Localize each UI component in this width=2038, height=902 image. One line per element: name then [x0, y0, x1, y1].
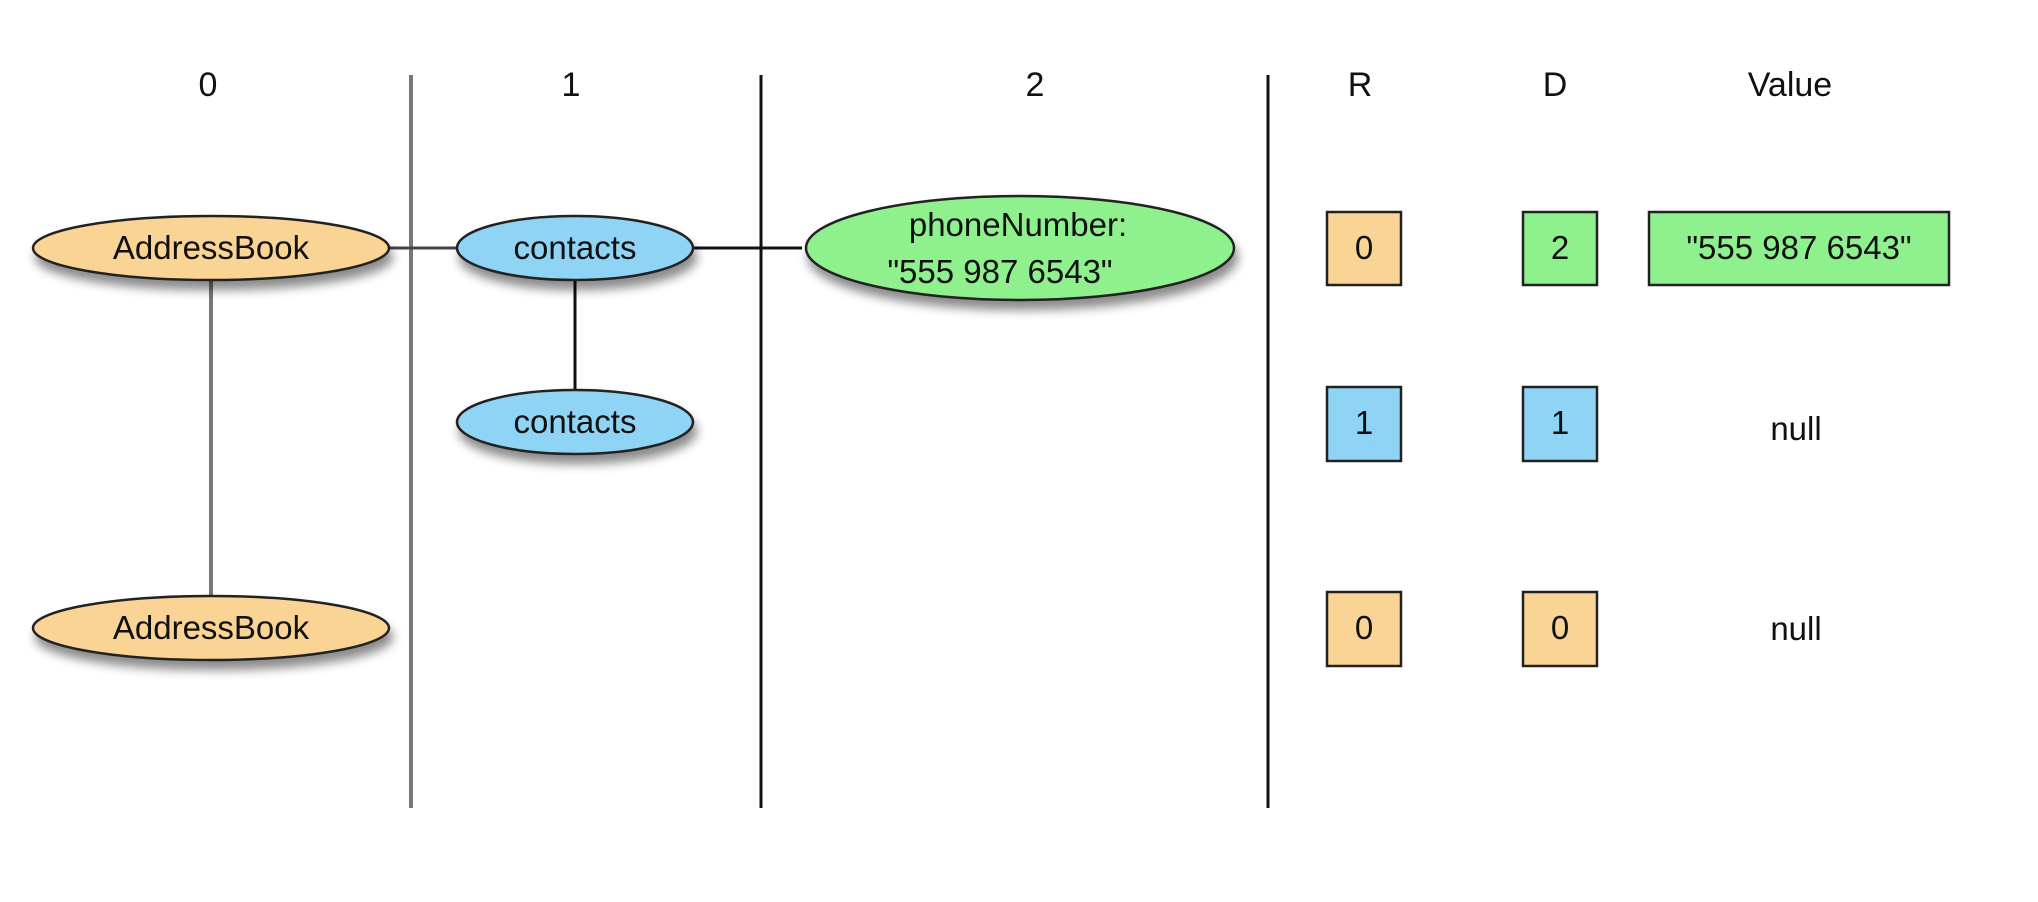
node-addressbook-record2: AddressBook: [31, 594, 391, 662]
node-contacts-a: contacts: [455, 214, 695, 282]
column-header-0: 0: [199, 66, 218, 104]
value-box-row0: [1647, 210, 1951, 287]
d-box-row0: [1521, 210, 1599, 287]
d-box-row2: [1521, 590, 1599, 668]
node-addressbook-record1: AddressBook: [31, 214, 391, 282]
column-header-1: 1: [562, 66, 581, 104]
column-header-d: D: [1543, 66, 1568, 104]
column-header-2: 2: [1026, 66, 1045, 104]
node-addressbook-record1-label: AddressBook: [113, 229, 310, 266]
table-row-2: 0 0 null: [1325, 590, 1822, 668]
table-row-0: 0 2 "555 987 6543": [1325, 210, 1951, 287]
value-text-row0: "555 987 6543": [1686, 229, 1911, 266]
r-value-row1: 1: [1355, 404, 1373, 441]
table-row-1: 1 1 null: [1325, 385, 1822, 463]
column-header-r: R: [1348, 66, 1373, 104]
node-phonenumber: phoneNumber: "555 987 6543": [804, 194, 1236, 302]
r-value-row2: 0: [1355, 609, 1373, 646]
column-header-value: Value: [1748, 66, 1832, 104]
node-contacts-a-label: contacts: [514, 229, 637, 266]
d-value-row1: 1: [1551, 404, 1569, 441]
node-phonenumber-label-line1: phoneNumber:: [909, 206, 1127, 243]
node-phonenumber-label-line2: "555 987 6543": [887, 253, 1112, 290]
r-box-row2: [1325, 590, 1403, 668]
d-value-row2: 0: [1551, 609, 1569, 646]
r-box-row0: [1325, 210, 1403, 287]
d-box-row1: [1521, 385, 1599, 463]
value-text-row1: null: [1770, 410, 1821, 447]
node-contacts-b-label: contacts: [514, 403, 637, 440]
d-value-row0: 2: [1551, 229, 1569, 266]
node-contacts-b: contacts: [455, 388, 695, 456]
value-text-row2: null: [1770, 610, 1821, 647]
node-addressbook-record2-label: AddressBook: [113, 609, 310, 646]
r-box-row1: [1325, 385, 1403, 463]
r-value-row0: 0: [1355, 229, 1373, 266]
